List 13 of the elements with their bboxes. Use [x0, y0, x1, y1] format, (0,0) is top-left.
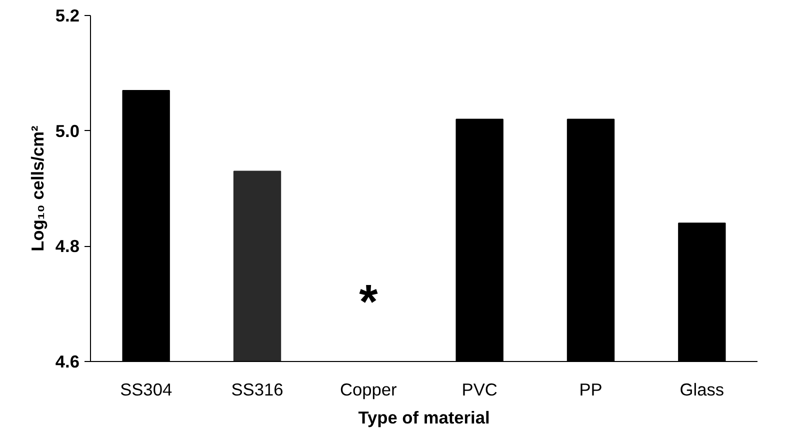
x-tick-label: Copper [340, 380, 398, 400]
y-tick-label: 5.2 [55, 6, 80, 26]
x-tick-label: SS316 [231, 380, 284, 400]
y-tick-label: 5.0 [55, 120, 80, 141]
y-tick-label: 4.8 [55, 236, 80, 256]
x-tick-label: PP [579, 380, 602, 400]
x-axis-title: Type of material [358, 408, 490, 428]
annotation: * [359, 276, 378, 330]
x-tick-label: PVC [462, 380, 498, 400]
y-tick-label: 4.6 [55, 352, 80, 372]
y-axis-title: Log₁₀ cells/cm² [27, 125, 48, 252]
x-tick-label: SS304 [120, 380, 172, 400]
x-tick-label: Glass [680, 380, 724, 400]
